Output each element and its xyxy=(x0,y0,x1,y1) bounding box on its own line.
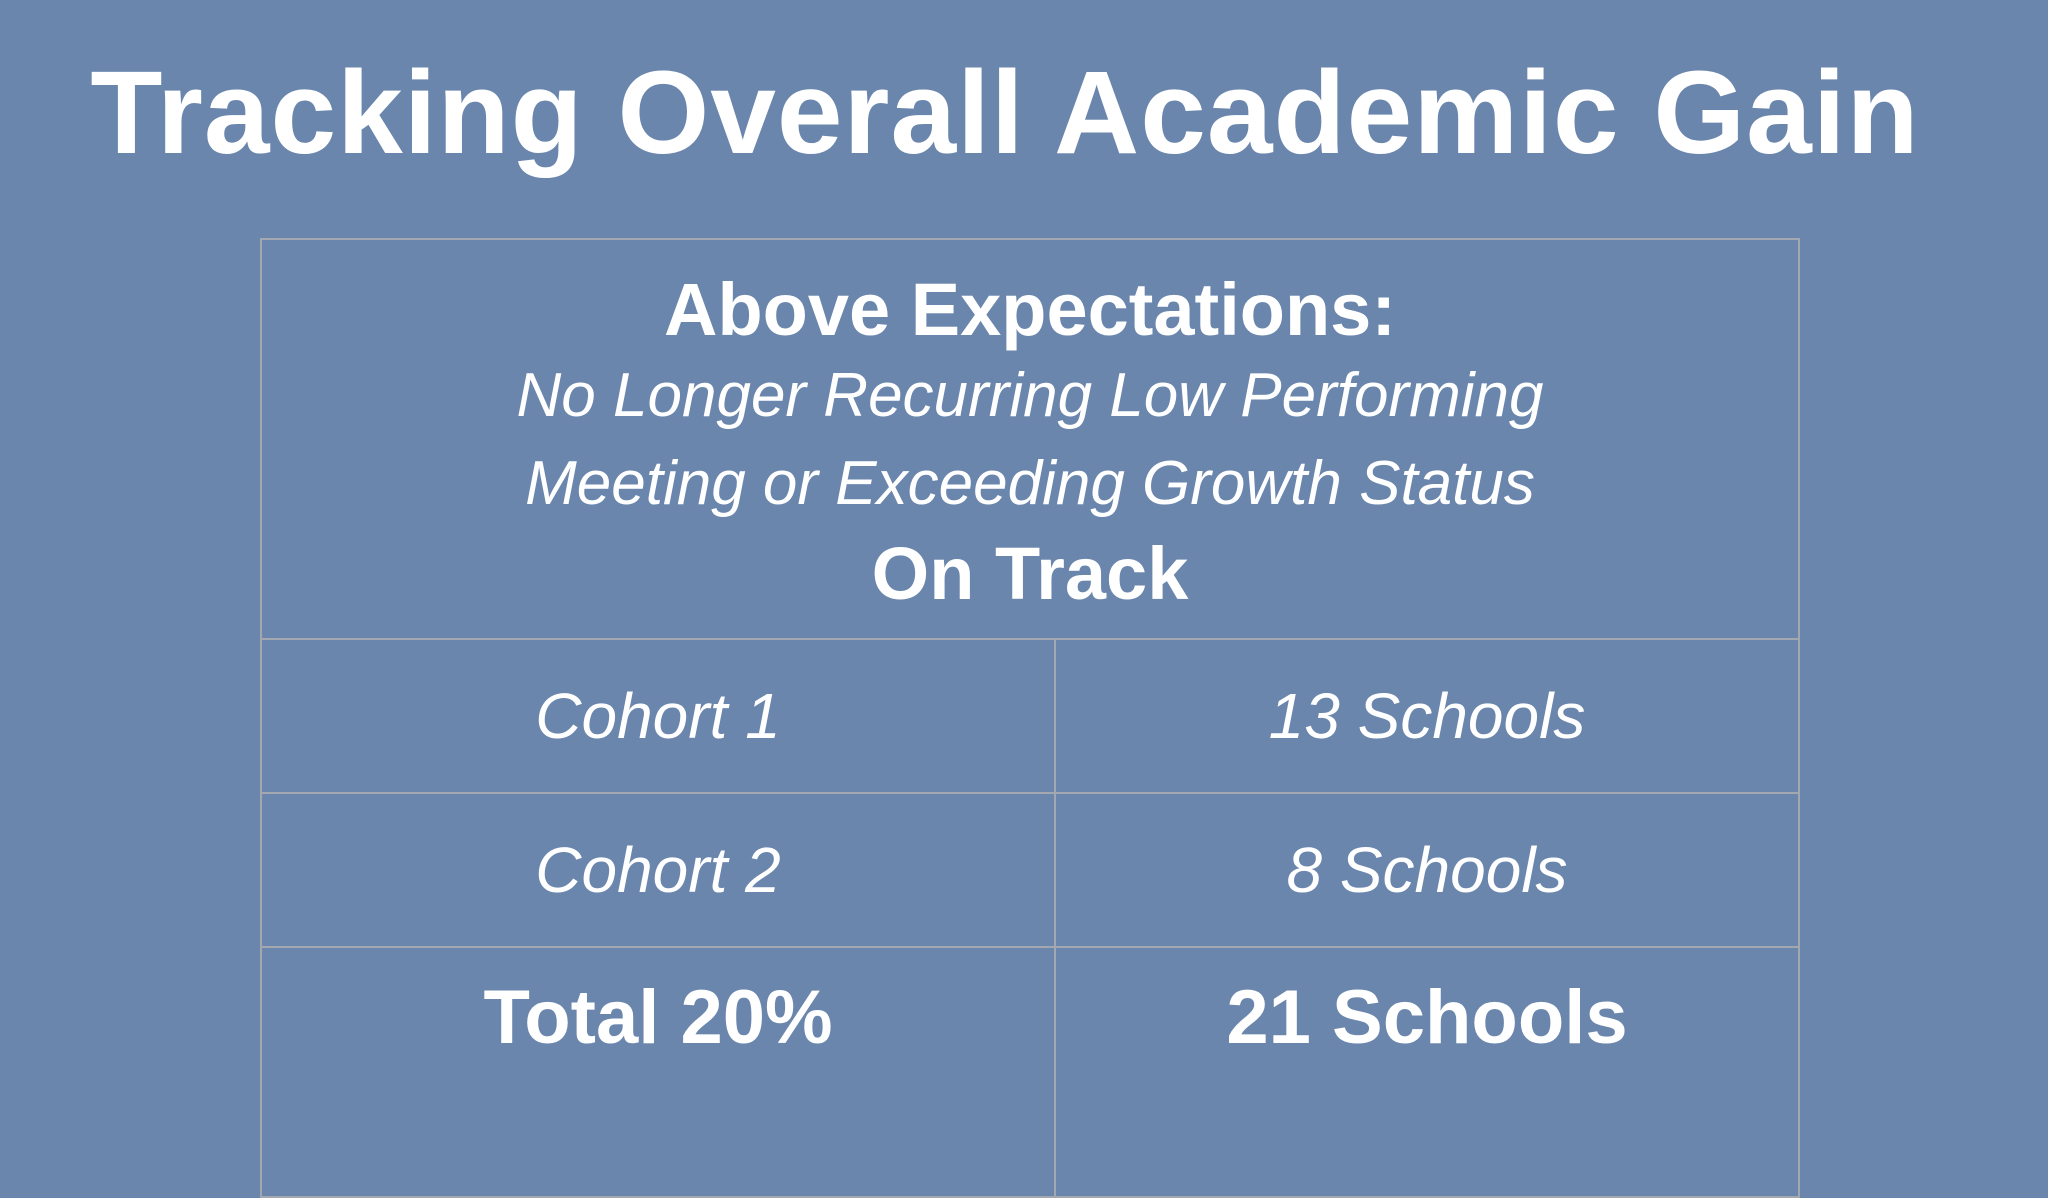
header-criterion: No Longer Recurring Low Performing xyxy=(516,361,1544,430)
total-label: Total 20% xyxy=(260,946,1056,1198)
total-value: 21 Schools xyxy=(1054,946,1800,1198)
header-heading: Above Expectations: xyxy=(664,268,1396,351)
table-header-content: Above Expectations: No Longer Recurring … xyxy=(262,240,1798,620)
header-status: On Track xyxy=(871,532,1189,615)
results-table: Above Expectations: No Longer Recurring … xyxy=(260,238,1800,1198)
cohort-value: 8 Schools xyxy=(1054,792,1800,948)
table-header-row: Above Expectations: No Longer Recurring … xyxy=(260,238,1800,640)
cohort-label: Cohort 2 xyxy=(260,792,1056,948)
table-header-cell: Above Expectations: No Longer Recurring … xyxy=(260,238,1800,640)
cohort-label: Cohort 1 xyxy=(260,638,1056,794)
table-total-row: Total 20% 21 Schools xyxy=(260,946,1800,1198)
cohort-value: 13 Schools xyxy=(1054,638,1800,794)
table-row: Cohort 2 8 Schools xyxy=(260,792,1800,948)
slide-title: Tracking Overall Academic Gain xyxy=(90,47,1920,179)
table-row: Cohort 1 13 Schools xyxy=(260,638,1800,794)
header-criterion: Meeting or Exceeding Growth Status xyxy=(525,449,1535,518)
